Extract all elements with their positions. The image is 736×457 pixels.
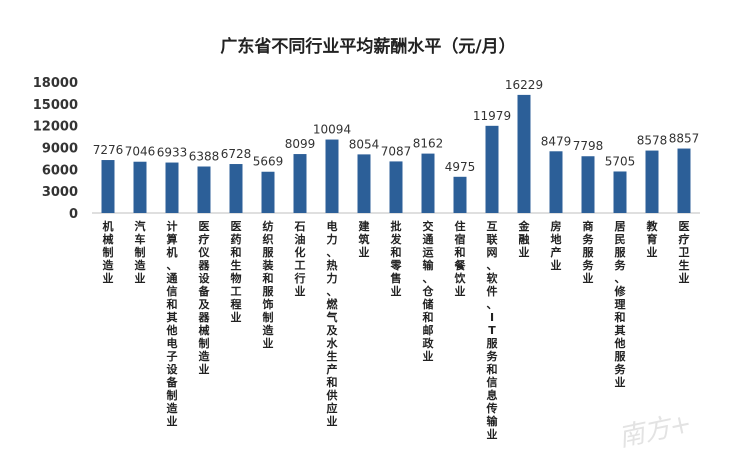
data-label: 5669 (253, 155, 284, 169)
data-label: 16229 (505, 78, 543, 92)
y-tick-label: 12000 (33, 120, 78, 135)
data-label: 10094 (313, 123, 351, 137)
data-label: 8099 (285, 137, 316, 151)
category-label: 医药和生物工程业 (231, 220, 242, 324)
y-tick-label: 9000 (42, 142, 78, 157)
chart-title: 广东省不同行业平均薪酬水平（元/月） (220, 36, 515, 57)
data-label: 7046 (125, 145, 156, 159)
bar (485, 125, 499, 213)
bar (133, 161, 147, 213)
category-label: 住宿和餐饮业 (454, 219, 467, 298)
bar (453, 176, 467, 213)
y-axis: 0 3000 6000 9000 12000 15000 18000 (33, 76, 78, 222)
data-label: 11979 (473, 109, 511, 123)
category-label: 电力、热力、燃气及水生产和供应业 (326, 219, 339, 428)
bar (101, 160, 115, 213)
y-tick-label: 3000 (42, 185, 78, 200)
category-label: 汽车制造业 (135, 219, 147, 285)
category-label: 机械制造业 (103, 219, 115, 285)
bar (549, 151, 563, 213)
y-tick-label: 15000 (33, 98, 78, 113)
data-label: 7798 (573, 139, 604, 153)
data-label: 6388 (189, 150, 220, 164)
category-label: 医疗仪器设备及器械制造业 (198, 220, 211, 376)
category-label: 交通运输、仓储和邮政业 (422, 219, 435, 363)
bar (197, 166, 211, 213)
watermark-logo: 南方+ (616, 409, 694, 454)
y-tick-label: 6000 (42, 163, 78, 178)
category-label: 互联网、软件、 I T 服务和信息传输业 (486, 220, 499, 441)
bar (389, 161, 403, 213)
bar (677, 148, 691, 213)
data-label: 7276 (93, 143, 124, 157)
data-label: 5705 (605, 154, 636, 168)
bar (421, 153, 435, 213)
bar (645, 150, 659, 213)
category-label: 金融业 (518, 219, 531, 259)
data-label: 6728 (221, 147, 252, 161)
data-labels-group: 7276 7046 6933 6388 672856698099100948054708… (93, 78, 700, 174)
data-label: 8054 (349, 137, 380, 151)
data-label: 8479 (541, 134, 572, 148)
bar (581, 156, 595, 213)
category-label: 居民服务、修理和其他服务业 (614, 220, 627, 389)
category-label: 计算机、通信和其他电子设备制造业 (166, 219, 179, 428)
category-label: 医疗卫生业 (679, 220, 690, 285)
bar (229, 164, 243, 213)
category-labels-group: 机械制造业 汽车制造业 计算机、通信和其他电子设备制造业 医疗仪器设备及器械制造业 医药… (103, 219, 690, 441)
data-label: 8857 (669, 132, 700, 146)
data-label: 8162 (413, 137, 444, 151)
category-label: 房地产业 (551, 219, 562, 272)
y-tick-label: 0 (69, 207, 78, 222)
bar (325, 139, 339, 213)
category-label: 建筑业 (359, 219, 371, 259)
category-label: 教育业 (646, 219, 659, 259)
bars-group (101, 94, 691, 213)
bar (517, 94, 531, 213)
data-label: 8578 (637, 134, 668, 148)
bar (261, 171, 275, 213)
bar (293, 154, 307, 213)
category-label: 石油化工行业 (294, 220, 306, 298)
category-label: 批发和零售业 (390, 219, 403, 298)
bar (357, 154, 371, 213)
data-label: 7087 (381, 144, 412, 158)
bar (165, 162, 179, 213)
data-label: 4975 (445, 160, 476, 174)
category-label: 商务服务业 (583, 219, 595, 285)
y-tick-label: 18000 (33, 76, 78, 91)
category-label: 纺织服装和服饰制造业 (262, 219, 275, 350)
bar (613, 171, 627, 213)
data-label: 6933 (157, 146, 188, 160)
